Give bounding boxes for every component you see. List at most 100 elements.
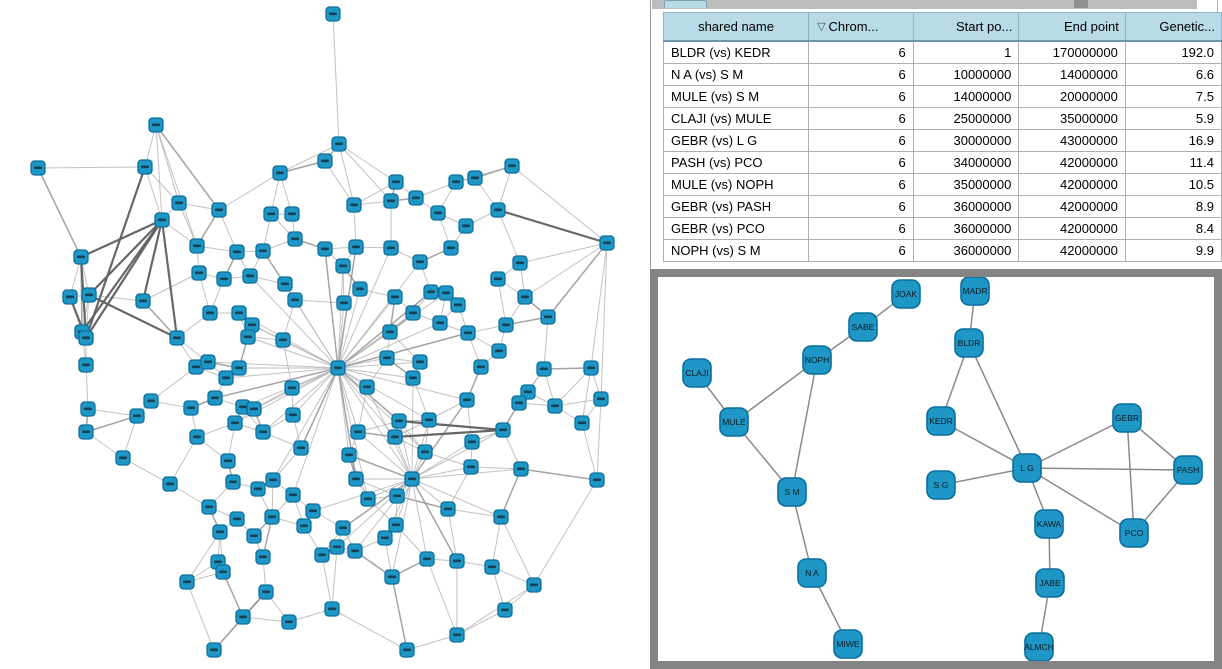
network-node[interactable] xyxy=(449,553,465,569)
network-node[interactable] xyxy=(360,491,376,507)
network-node[interactable] xyxy=(467,170,483,186)
network-node[interactable] xyxy=(189,238,205,254)
network-node[interactable] xyxy=(346,197,362,213)
network-node[interactable] xyxy=(419,551,435,567)
network-node[interactable] xyxy=(348,239,364,255)
network-node[interactable] xyxy=(520,384,536,400)
network-node[interactable] xyxy=(200,354,216,370)
network-node[interactable] xyxy=(265,472,281,488)
network-node[interactable] xyxy=(382,324,398,340)
network-node[interactable] xyxy=(229,511,245,527)
network-node[interactable] xyxy=(30,160,46,176)
network-node[interactable] xyxy=(348,471,364,487)
network-node[interactable] xyxy=(191,265,207,281)
network-node[interactable] xyxy=(255,549,271,565)
table-row[interactable]: BLDR (vs) KEDR 6 1 170000000 192.0 xyxy=(662,40,1222,64)
network-node[interactable] xyxy=(463,459,479,475)
network-node[interactable] xyxy=(536,361,552,377)
network-node[interactable] xyxy=(459,392,475,408)
column-header-chrom-[interactable]: ▽ Chrom... xyxy=(808,12,914,42)
network-node[interactable] xyxy=(432,315,448,331)
network-node[interactable] xyxy=(383,193,399,209)
network-node[interactable] xyxy=(137,159,153,175)
network-node[interactable] xyxy=(517,289,533,305)
network-node[interactable] xyxy=(387,429,403,445)
network-node[interactable] xyxy=(350,424,366,440)
table-row[interactable]: GEBR (vs) L G 6 30000000 43000000 16.9 xyxy=(662,129,1222,152)
network-node-gebr[interactable]: GEBR xyxy=(1112,403,1142,433)
network-node[interactable] xyxy=(583,360,599,376)
network-node[interactable] xyxy=(473,359,489,375)
network-node-pash[interactable]: PASH xyxy=(1173,455,1203,485)
network-node[interactable] xyxy=(250,481,266,497)
table-row[interactable]: NOPH (vs) S M 6 36000000 42000000 9.9 xyxy=(662,239,1222,262)
network-node[interactable] xyxy=(229,244,245,260)
network-node[interactable] xyxy=(497,602,513,618)
network-node[interactable] xyxy=(421,412,437,428)
network-node[interactable] xyxy=(464,434,480,450)
network-node[interactable] xyxy=(73,249,89,265)
network-node-l-g[interactable]: L G xyxy=(1012,453,1042,483)
main-network-canvas[interactable] xyxy=(0,0,650,669)
column-header-shared-name[interactable]: shared name xyxy=(662,12,810,42)
network-node[interactable] xyxy=(412,254,428,270)
column-header-start-po-[interactable]: Start po... xyxy=(912,12,1020,42)
network-node[interactable] xyxy=(449,627,465,643)
network-node[interactable] xyxy=(189,429,205,445)
network-node[interactable] xyxy=(341,447,357,463)
network-node[interactable] xyxy=(589,472,605,488)
network-node[interactable] xyxy=(240,329,256,345)
network-node[interactable] xyxy=(540,309,556,325)
network-node[interactable] xyxy=(317,153,333,169)
network-node[interactable] xyxy=(287,231,303,247)
filter-icon[interactable]: ▽ xyxy=(817,21,826,33)
network-node[interactable] xyxy=(231,305,247,321)
network-node[interactable] xyxy=(484,559,500,575)
network-node[interactable] xyxy=(405,370,421,386)
network-node[interactable] xyxy=(417,444,433,460)
network-node-pco[interactable]: PCO xyxy=(1119,518,1149,548)
network-node[interactable] xyxy=(255,243,271,259)
network-node[interactable] xyxy=(430,205,446,221)
network-node[interactable] xyxy=(490,202,506,218)
network-node[interactable] xyxy=(490,271,506,287)
network-node[interactable] xyxy=(513,461,529,477)
network-node-miwe[interactable]: MIWE xyxy=(833,629,863,659)
network-node[interactable] xyxy=(272,165,288,181)
network-node-bldr[interactable]: BLDR xyxy=(954,328,984,358)
network-node[interactable] xyxy=(258,584,274,600)
network-node[interactable] xyxy=(491,343,507,359)
network-node[interactable] xyxy=(383,240,399,256)
network-node[interactable] xyxy=(135,293,151,309)
network-node[interactable] xyxy=(408,190,424,206)
network-node-jabe[interactable]: JABE xyxy=(1035,568,1065,598)
network-node[interactable] xyxy=(287,292,303,308)
network-node[interactable] xyxy=(335,258,351,274)
network-node[interactable] xyxy=(423,284,439,300)
network-node[interactable] xyxy=(78,424,94,440)
network-node[interactable] xyxy=(359,379,375,395)
network-node[interactable] xyxy=(438,285,454,301)
network-node[interactable] xyxy=(285,407,301,423)
network-node[interactable] xyxy=(391,413,407,429)
network-node[interactable] xyxy=(329,539,345,555)
network-node[interactable] xyxy=(296,518,312,534)
network-node[interactable] xyxy=(440,501,456,517)
network-node[interactable] xyxy=(263,206,279,222)
table-row[interactable]: GEBR (vs) PCO 6 36000000 42000000 8.4 xyxy=(662,217,1222,240)
network-node[interactable] xyxy=(179,574,195,590)
network-node[interactable] xyxy=(547,398,563,414)
table-row[interactable]: MULE (vs) S M 6 14000000 20000000 7.5 xyxy=(662,85,1222,108)
network-node[interactable] xyxy=(264,509,280,525)
network-node[interactable] xyxy=(599,235,615,251)
network-node[interactable] xyxy=(450,297,466,313)
network-node[interactable] xyxy=(81,287,97,303)
network-node[interactable] xyxy=(227,415,243,431)
network-node-claji[interactable]: CLAJI xyxy=(682,358,712,388)
network-node[interactable] xyxy=(220,453,236,469)
network-node[interactable] xyxy=(169,330,185,346)
network-node-noph[interactable]: NOPH xyxy=(802,345,832,375)
network-node[interactable] xyxy=(206,642,222,658)
network-node-s-g[interactable]: S G xyxy=(926,470,956,500)
network-node[interactable] xyxy=(325,6,341,22)
